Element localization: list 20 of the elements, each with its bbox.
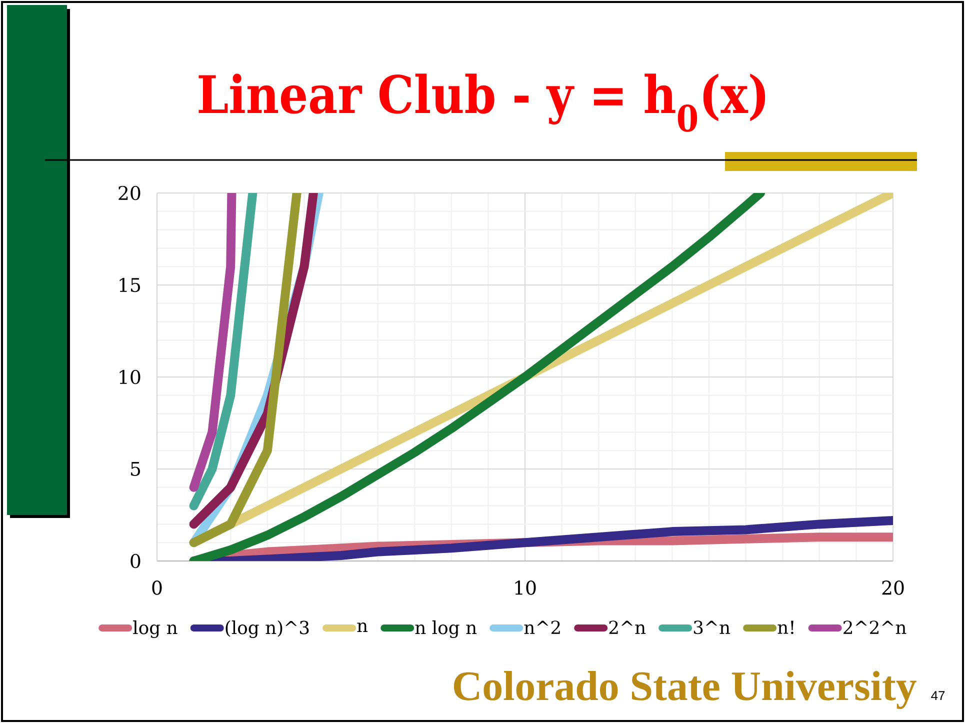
text: 47 bbox=[931, 691, 945, 700]
x-tick-label: 0 bbox=[152, 580, 162, 595]
legend-label: 2^n bbox=[609, 620, 646, 634]
text: Colorado State University bbox=[454, 670, 916, 710]
legend-label: n^2 bbox=[524, 620, 560, 634]
legend-label: n! bbox=[778, 620, 794, 634]
y-tick-label: 10 bbox=[120, 370, 140, 384]
legend-label: (log n)^3 bbox=[226, 620, 309, 638]
legend-label: 2^2^n bbox=[844, 620, 906, 634]
legend-label: n bbox=[357, 622, 368, 632]
y-tick-label: 15 bbox=[120, 278, 140, 292]
legend-label: 3^n bbox=[694, 620, 730, 634]
y-tick-label: 5 bbox=[131, 462, 140, 476]
y-tick-label: 0 bbox=[130, 554, 140, 568]
legend-label: n log n bbox=[415, 620, 477, 638]
chart-title: Linear Club - y = h$_{0}$(x) bbox=[198, 74, 766, 132]
y-tick-label: 20 bbox=[118, 186, 140, 200]
x-tick-label: 20 bbox=[882, 580, 904, 595]
legend-label: log n bbox=[133, 620, 178, 638]
x-tick-label: 10 bbox=[515, 580, 536, 595]
